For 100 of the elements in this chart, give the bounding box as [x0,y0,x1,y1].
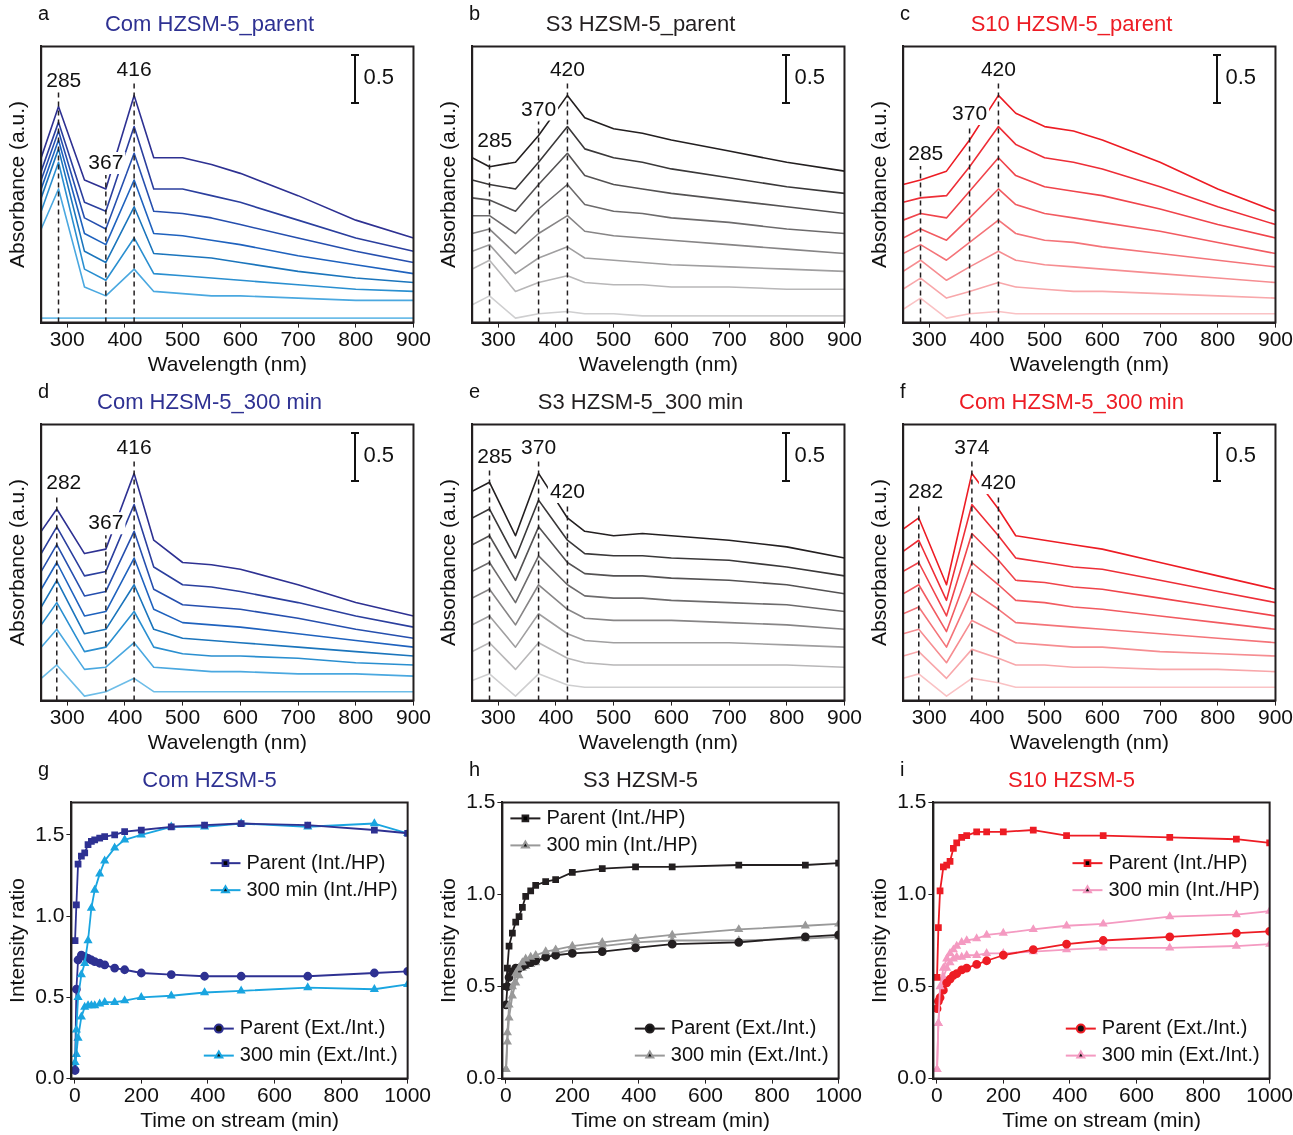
x-tick-label: 500 [596,327,632,350]
y-axis-title: Absorbance (a.u.) [5,479,29,646]
scale-bar: 0.5 [782,432,826,483]
text: h [469,757,481,780]
chart-title: Com HZSM-5 [142,767,277,793]
y-tick-label: 1.5 [466,789,496,813]
ref-line-label: 420 [980,56,1016,80]
legend-label: 300 min (Ext./Int.) [239,1043,398,1066]
ref-line-label: 370 [952,101,988,125]
x-tick-label: 700 [1142,705,1178,728]
chart-title: Com HZSM-5_300 min [97,389,322,415]
chart-title: S10 HZSM-5 [1007,767,1136,793]
x-tick-label: 200 [554,1083,590,1106]
chart-title: Com HZSM-5_300 min [959,389,1184,415]
y-axis-title: Absorbance (a.u.) [5,101,29,268]
x-tick-label: 500 [1027,705,1063,728]
legend-label: Parent (Int./HP) [1108,850,1248,873]
x-tick-label: 900 [826,705,862,728]
y-tick-label: 0.0 [897,1065,927,1089]
x-tick-label: 700 [1142,327,1178,350]
x-tick-label: 200 [123,1083,159,1106]
x-tick-label: 300 [911,705,947,728]
x-tick-label: 600 [653,327,689,350]
x-tick-label: 800 [769,327,805,350]
scale-bar: 0.5 [351,432,395,483]
y-tick-label: 0.0 [466,1065,496,1089]
x-axis-title: Time on stream (min) [1002,1108,1201,1132]
x-axis-title: Wavelength (nm) [1009,730,1169,754]
y-axis-title: Absorbance (a.u.) [436,479,460,646]
x-tick-label: 300 [49,705,85,728]
y-axis-title: Absorbance (a.u.) [867,101,891,268]
x-axis-title: Wavelength (nm) [147,730,307,754]
ref-line-label: 370 [521,96,557,120]
legend-label: 300 min (Int./HP) [1108,877,1260,900]
x-tick-label: 800 [1185,1083,1221,1106]
x-tick-label: 800 [1200,327,1236,350]
x-tick-label: 900 [1257,705,1293,728]
text: e [469,379,481,402]
chart-title: Com HZSM-5_parent [104,11,315,37]
legend-label: Parent (Ext./Int.) [670,1016,817,1039]
legend-label: 300 min (Ext./Int.) [670,1043,829,1066]
legend-label: 300 min (Int./HP) [246,877,398,900]
ref-line-label: 367 [88,150,124,174]
x-axis-title: Time on stream (min) [571,1108,770,1132]
x-tick-label: 800 [323,1083,359,1106]
x-tick-label: 400 [621,1083,657,1106]
ref-line-label: 420 [549,56,585,80]
x-axis-title: Wavelength (nm) [578,352,738,376]
legend-label: 300 min (Int./HP) [546,832,698,855]
x-tick-label: 500 [165,327,201,350]
legend-label: 300 min (Ext./Int.) [1101,1043,1260,1066]
ref-line-label: 282 [908,479,944,503]
x-tick-label: 300 [480,327,516,350]
x-tick-label: 500 [1027,327,1063,350]
legend-label: Parent (Int./HP) [546,805,686,828]
chart-title: S3 HZSM-5_parent [545,11,736,37]
ref-line-label: 285 [477,127,513,151]
text: d [38,379,50,402]
x-tick-label: 700 [280,327,316,350]
scale-bar: 0.5 [351,54,395,105]
x-tick-label: 700 [711,327,747,350]
x-tick-label: 1000 [384,1083,431,1106]
legend-label: Parent (Ext./Int.) [239,1016,386,1039]
x-tick-label: 800 [338,705,374,728]
scale-bar: 0.5 [782,54,826,105]
x-tick-label: 600 [1084,327,1120,350]
text: c [900,1,910,24]
y-tick-label: 1.0 [35,902,65,926]
x-tick-label: 400 [969,705,1005,728]
x-tick-label: 800 [769,705,805,728]
y-axis-title: Intensity ratio [867,878,891,1003]
y-tick-label: 1.0 [897,881,927,905]
x-tick-label: 700 [280,705,316,728]
x-tick-label: 0 [930,1083,943,1106]
x-tick-label: 600 [256,1083,292,1106]
x-tick-label: 400 [107,705,143,728]
x-tick-label: 400 [190,1083,226,1106]
ref-line-label: 420 [549,479,585,503]
x-tick-label: 200 [985,1083,1021,1106]
y-tick-label: 1.5 [897,789,927,813]
x-tick-label: 400 [538,327,574,350]
chart-title: S3 HZSM-5 [583,767,698,793]
x-tick-label: 600 [222,327,258,350]
x-tick-label: 400 [107,327,143,350]
text: b [469,1,481,24]
x-tick-label: 0 [68,1083,81,1106]
ref-line-label: 370 [521,434,557,458]
ref-line-label: 285 [46,67,82,91]
x-axis-title: Wavelength (nm) [147,352,307,376]
x-tick-label: 800 [338,327,374,350]
ref-line-label: 374 [954,434,990,458]
scale-bar: 0.5 [1213,54,1257,105]
x-tick-label: 800 [754,1083,790,1106]
ref-line-label: 367 [88,510,124,534]
x-tick-label: 500 [165,705,201,728]
x-axis-title: Time on stream (min) [140,1108,339,1132]
x-tick-label: 300 [480,705,516,728]
x-axis-title: Wavelength (nm) [1009,352,1169,376]
y-tick-label: 0.0 [35,1065,65,1089]
x-tick-label: 0 [499,1083,512,1106]
